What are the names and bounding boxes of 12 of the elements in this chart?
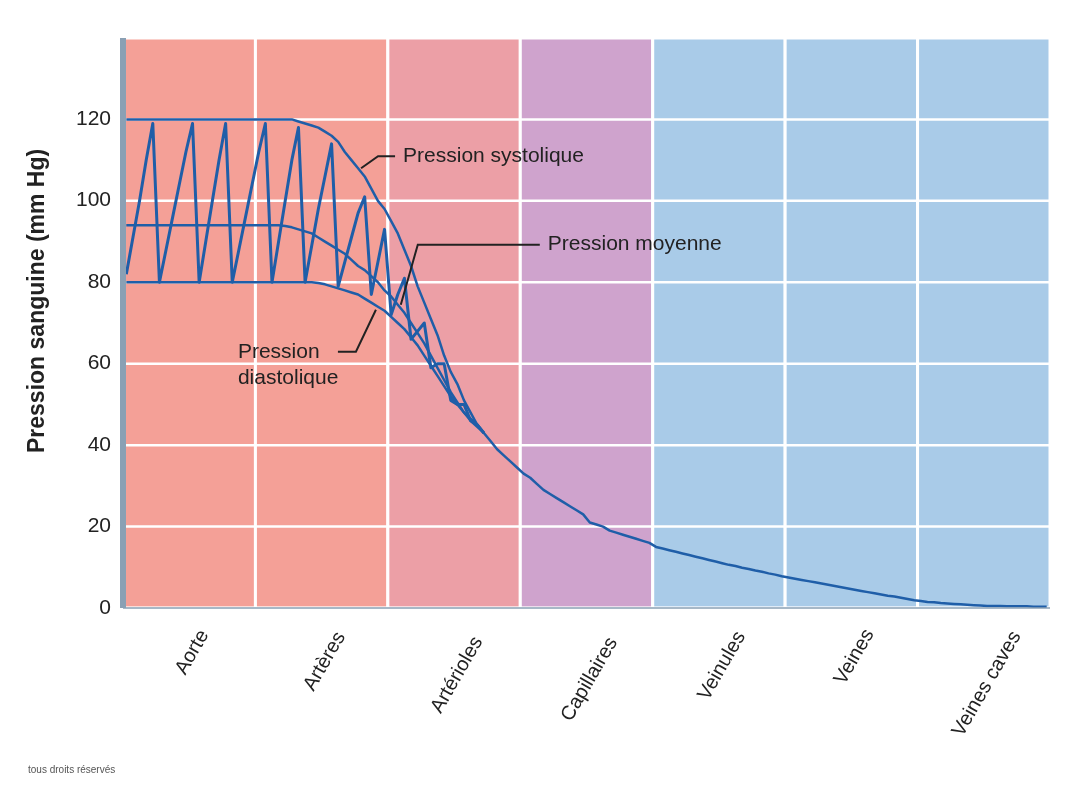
y-tick-label: 120	[75, 105, 111, 129]
y-tick-label: 0	[99, 594, 111, 618]
y-tick-label: 60	[87, 350, 111, 374]
text: tous droits réservés	[28, 764, 117, 775]
text: Pression diastolique	[237, 338, 339, 388]
y-tick-label: 100	[75, 187, 111, 211]
y-tick-label: 20	[87, 513, 111, 537]
y-tick-label: 80	[87, 268, 111, 292]
series-label: Pression systolique	[403, 142, 584, 166]
text: Pression moyenne	[547, 231, 722, 255]
y-tick-label: 40	[87, 431, 111, 455]
y-axis-title: Pression sanguine (mm Hg)	[23, 148, 50, 453]
